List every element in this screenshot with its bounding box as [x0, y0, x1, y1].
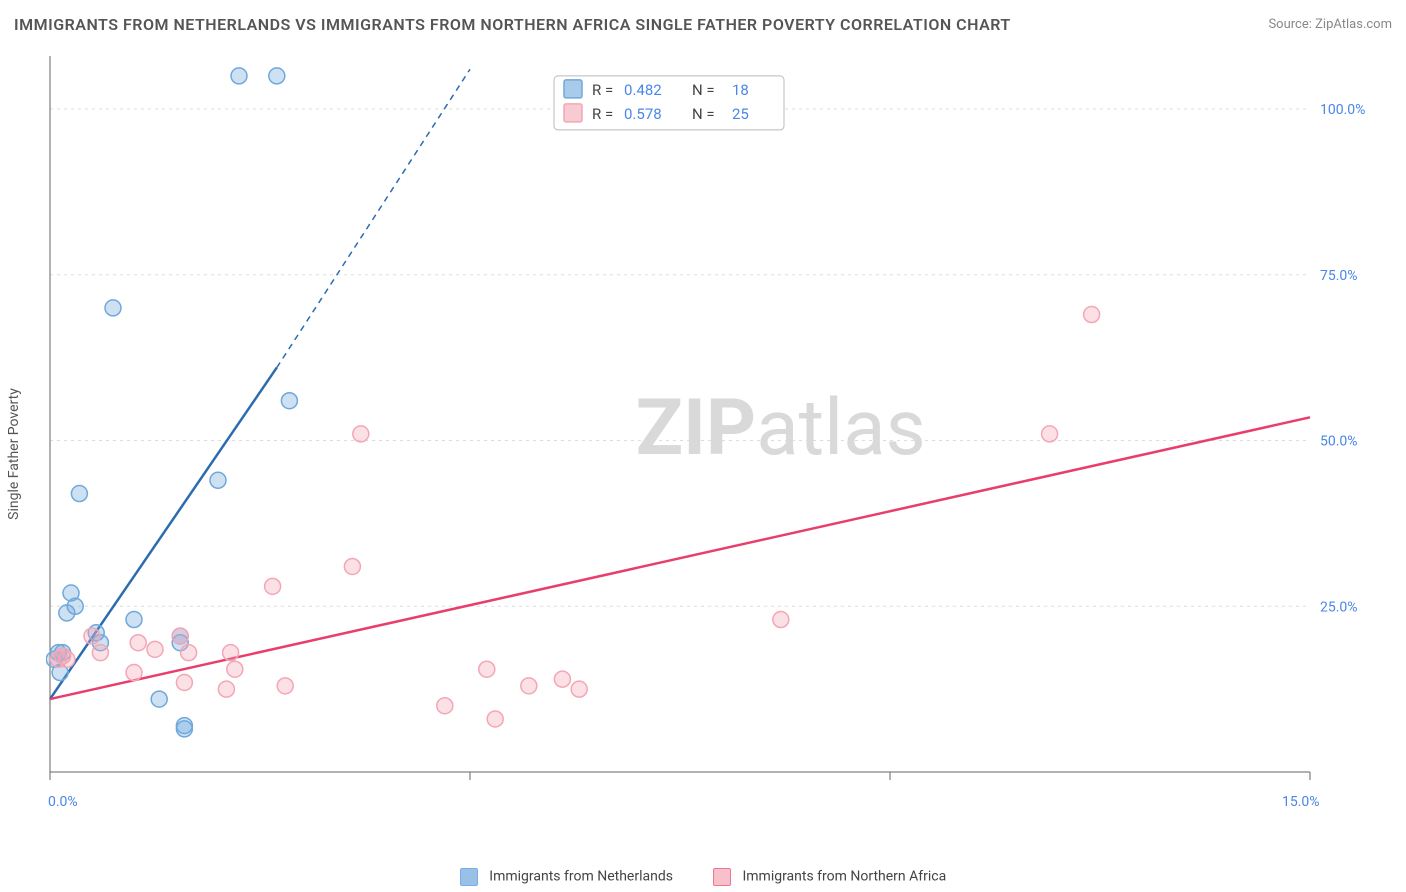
legend-r-value: 0.482 — [624, 81, 662, 99]
legend-swatch-icon — [713, 868, 731, 886]
data-point-northern_africa — [130, 635, 146, 651]
y-tick-label: 50.0% — [1320, 434, 1358, 450]
x-tick-label: 15.0% — [1282, 794, 1320, 810]
y-tick-label: 75.0% — [1320, 268, 1358, 284]
data-point-northern_africa — [176, 675, 192, 691]
watermark: ZIPatlas — [636, 383, 926, 474]
data-point-netherlands — [231, 68, 247, 84]
data-point-northern_africa — [227, 661, 243, 677]
data-point-northern_africa — [479, 661, 495, 677]
data-point-northern_africa — [521, 678, 537, 694]
data-point-northern_africa — [1084, 307, 1100, 323]
legend-swatch-icon — [460, 868, 478, 886]
data-point-netherlands — [210, 472, 226, 488]
data-point-netherlands — [151, 691, 167, 707]
data-point-northern_africa — [571, 681, 587, 697]
data-point-northern_africa — [172, 628, 188, 644]
y-tick-label: 25.0% — [1320, 599, 1358, 615]
x-tick-label: 0.0% — [48, 794, 78, 810]
data-point-northern_africa — [487, 711, 503, 727]
legend-swatch-icon — [564, 80, 582, 98]
data-point-netherlands — [269, 68, 285, 84]
legend-n-label: N = — [692, 81, 715, 99]
correlation-legend: R = 0.482 N = 18 R = 0.578 N = 25 — [554, 76, 784, 130]
data-point-netherlands — [176, 721, 192, 737]
data-point-northern_africa — [147, 641, 163, 657]
chart-header: IMMIGRANTS FROM NETHERLANDS VS IMMIGRANT… — [0, 0, 1406, 40]
data-point-northern_africa — [59, 651, 75, 667]
legend-box — [554, 76, 784, 130]
data-point-northern_africa — [277, 678, 293, 694]
source-name: ZipAtlas.com — [1315, 17, 1392, 32]
data-point-northern_africa — [84, 628, 100, 644]
data-point-northern_africa — [1042, 426, 1058, 442]
trend-line-dash-netherlands — [277, 69, 470, 367]
data-point-northern_africa — [92, 645, 108, 661]
data-point-northern_africa — [218, 681, 234, 697]
legend-swatch-icon — [564, 104, 582, 122]
data-point-northern_africa — [126, 665, 142, 681]
data-point-northern_africa — [437, 698, 453, 714]
legend-r-value: 0.578 — [624, 105, 662, 123]
legend-n-label: N = — [692, 105, 715, 123]
legend-item-netherlands: Immigrants from Netherlands — [460, 868, 673, 886]
data-point-netherlands — [71, 486, 87, 502]
data-point-northern_africa — [773, 612, 789, 628]
source-label: Source: — [1268, 17, 1311, 32]
legend-label: Immigrants from Northern Africa — [742, 869, 946, 885]
legend-n-value: 25 — [732, 105, 749, 123]
legend-r-label: R = — [592, 105, 613, 123]
data-point-northern_africa — [223, 645, 239, 661]
legend-n-value: 18 — [732, 81, 749, 99]
legend-r-label: R = — [592, 81, 613, 99]
bottom-legend: Immigrants from Netherlands Immigrants f… — [0, 868, 1406, 886]
plot-svg: 25.0% 50.0% 75.0% 100.0% 0.0% 15.0% ZIPatlas R … — [46, 46, 1386, 826]
data-point-northern_africa — [554, 671, 570, 687]
data-point-northern_africa — [344, 558, 360, 574]
legend-item-northern-africa: Immigrants from Northern Africa — [713, 868, 946, 886]
data-point-netherlands — [281, 393, 297, 409]
y-tick-label: 100.0% — [1320, 102, 1365, 118]
legend-label: Immigrants from Netherlands — [489, 869, 673, 885]
chart-source: Source: ZipAtlas.com — [1268, 17, 1392, 32]
scatter-plot: 25.0% 50.0% 75.0% 100.0% 0.0% 15.0% ZIPatlas R … — [46, 46, 1386, 826]
chart-title: IMMIGRANTS FROM NETHERLANDS VS IMMIGRANT… — [14, 15, 1011, 34]
data-point-northern_africa — [181, 645, 197, 661]
data-point-netherlands — [67, 598, 83, 614]
data-point-netherlands — [126, 612, 142, 628]
data-point-netherlands — [105, 300, 121, 316]
data-point-northern_africa — [353, 426, 369, 442]
y-axis-label: Single Father Poverty — [6, 388, 22, 520]
data-point-northern_africa — [265, 578, 281, 594]
